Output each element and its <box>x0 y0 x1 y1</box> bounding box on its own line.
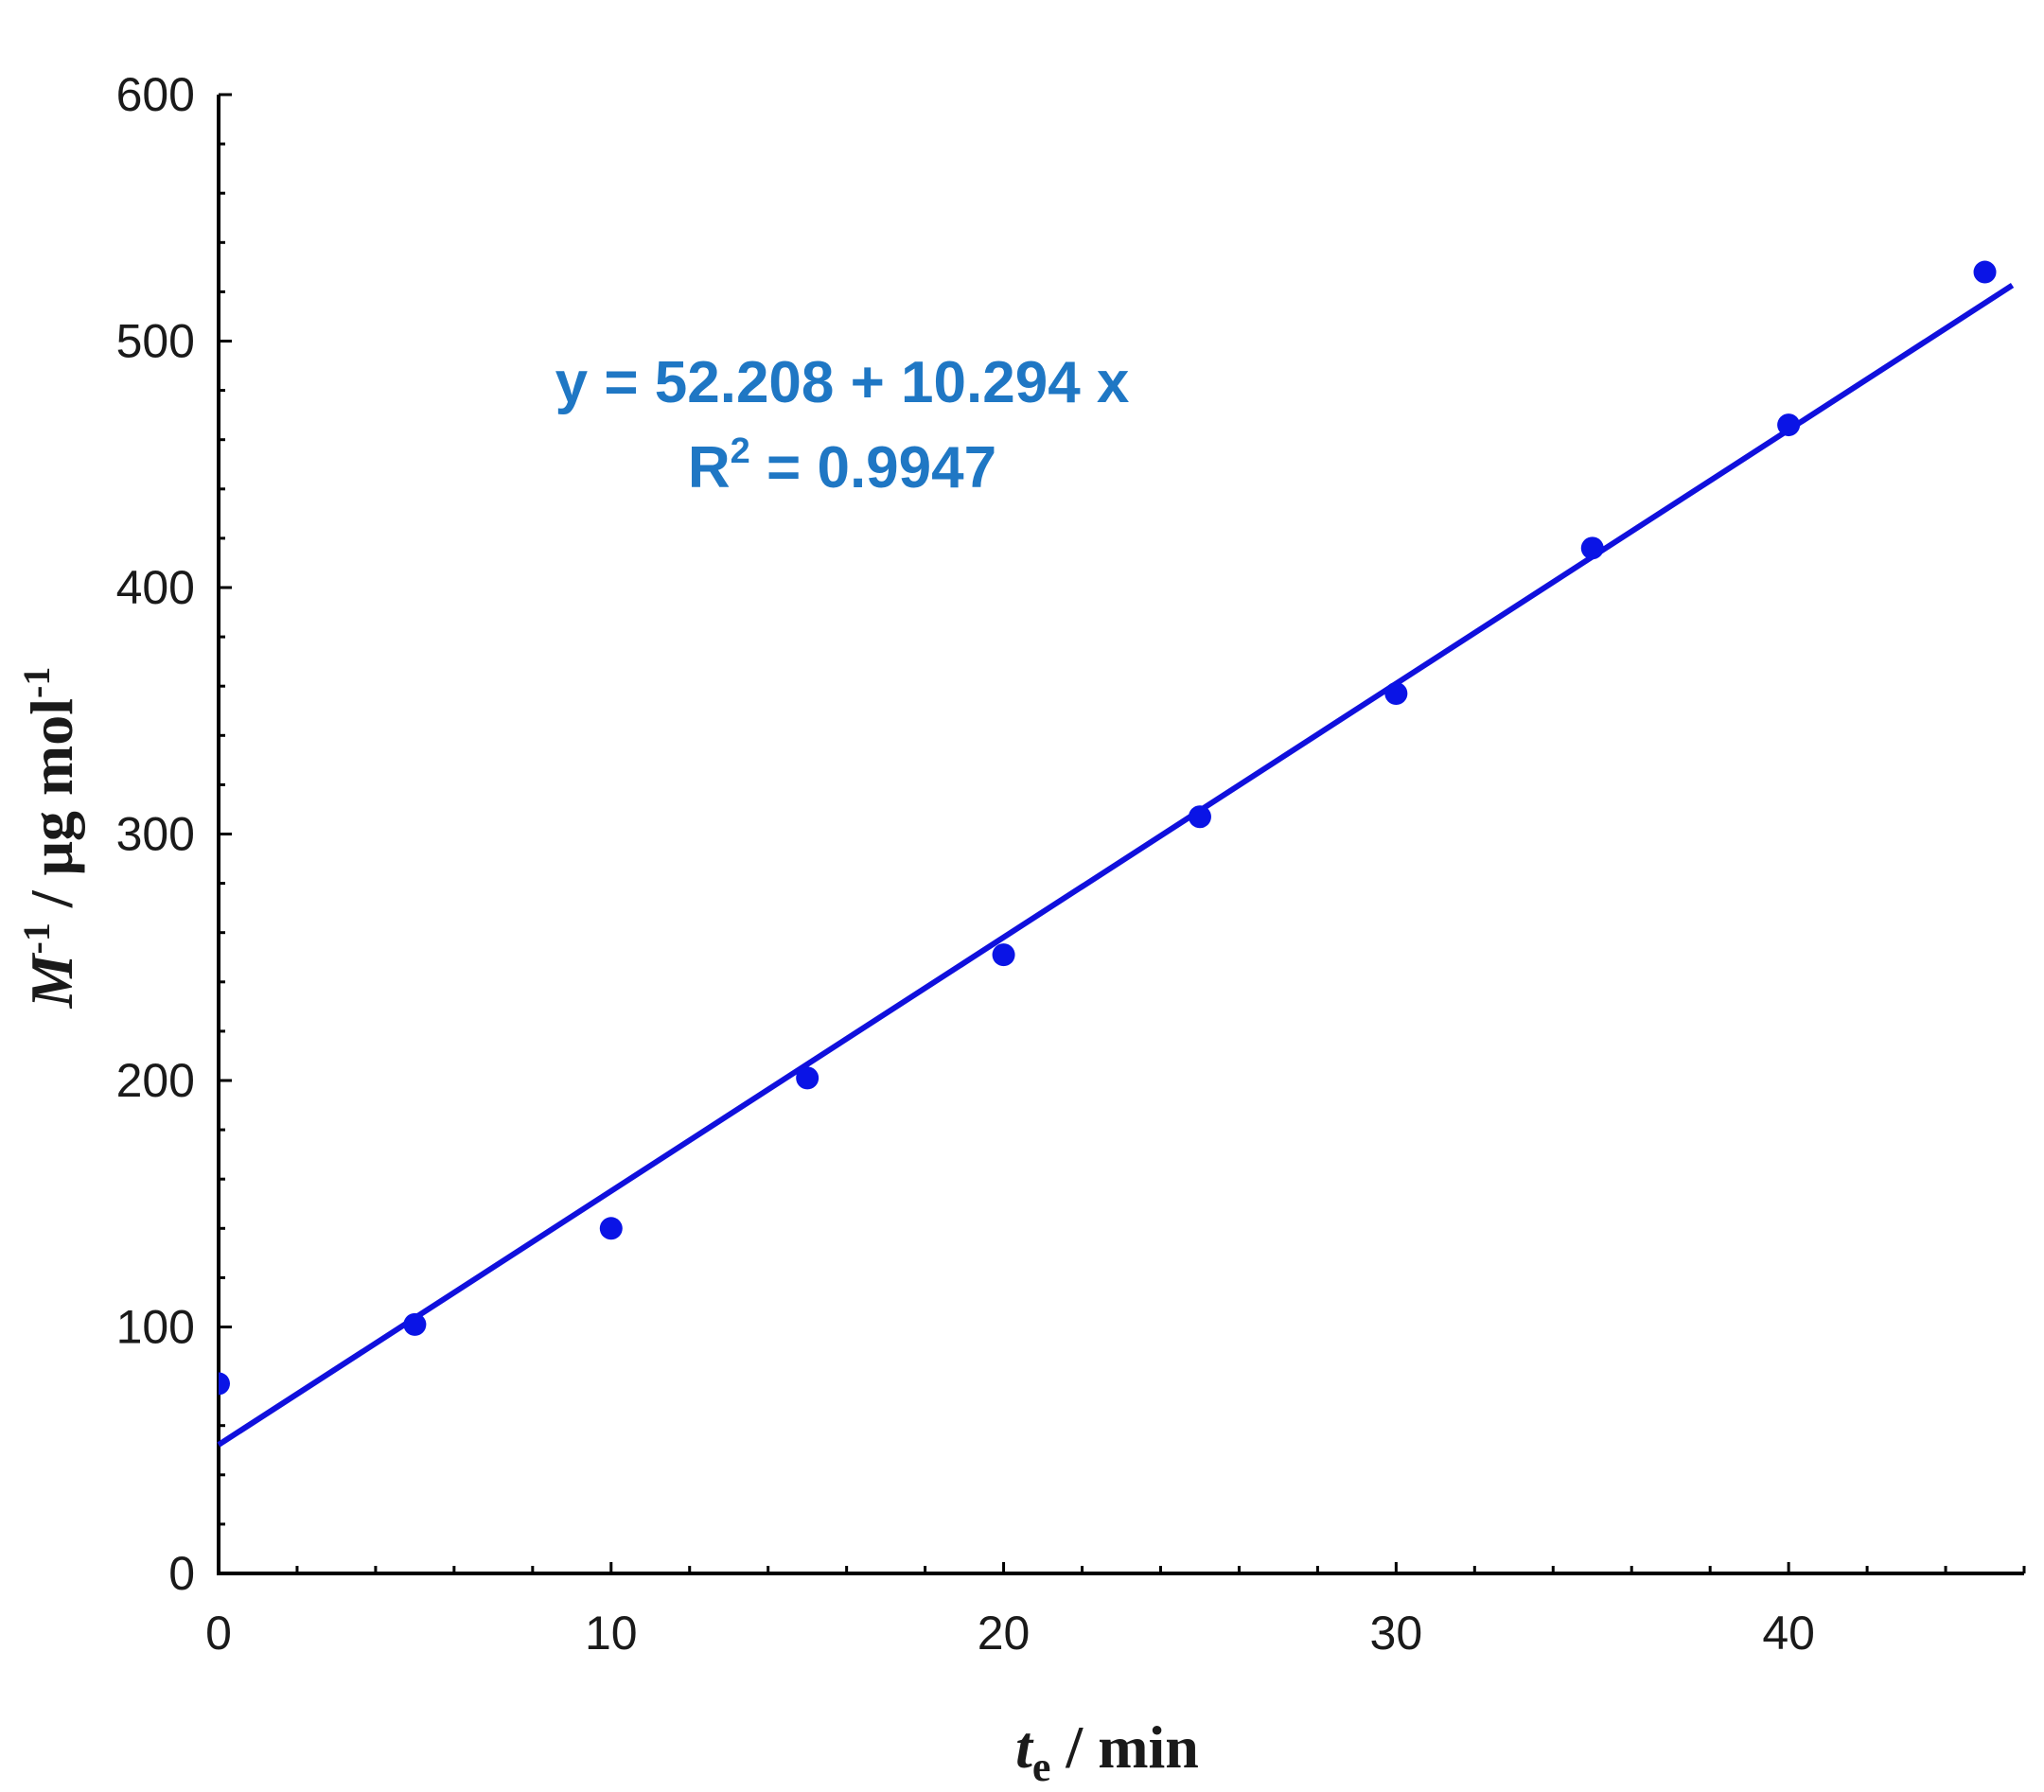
data-point <box>1777 413 1801 437</box>
x-axis-title-subscript: e <box>1032 1744 1051 1790</box>
trendline-group <box>217 282 2015 1448</box>
x-axis-title-main: t <box>1015 1713 1034 1781</box>
x-tick-label: 40 <box>1762 1607 1815 1660</box>
y-tick-label: 400 <box>116 561 195 614</box>
equation-label: y = 52.208 + 10.294 x <box>555 350 1130 415</box>
r-squared-prefix: R <box>688 435 731 501</box>
data-point <box>599 1217 623 1240</box>
data-point <box>219 1372 230 1396</box>
data-point <box>1580 536 1604 560</box>
y-axis-title-unit-superscript: -1 <box>15 667 58 698</box>
data-point <box>796 1066 819 1090</box>
data-points <box>219 260 1997 1396</box>
data-point <box>1384 682 1408 706</box>
x-axis-title: te / min <box>1015 1713 1199 1790</box>
r-squared-value: = 0.9947 <box>750 435 996 501</box>
x-axis-ticks: 0 10 20 30 40 <box>205 1562 2026 1660</box>
y-tick-label: 100 <box>116 1301 195 1354</box>
x-tick-label: 20 <box>978 1607 1031 1660</box>
trendline <box>217 282 2015 1448</box>
data-point <box>403 1312 427 1336</box>
y-axis-title-unit: / μg mol <box>18 698 85 922</box>
y-axis-title-superscript: -1 <box>15 922 58 954</box>
axes <box>217 95 2024 1575</box>
r-squared-label: R2 = 0.9947 <box>688 431 996 501</box>
x-tick-label: 10 <box>585 1607 638 1660</box>
y-tick-label: 0 <box>168 1547 195 1600</box>
x-tick-label: 0 <box>205 1607 232 1660</box>
data-point <box>1973 260 1997 284</box>
x-axis-title-unit: / min <box>1050 1713 1198 1781</box>
y-axis-title: M-1 / μg mol-1 <box>15 667 85 1010</box>
y-axis-title-main: M <box>18 952 85 1009</box>
data-point <box>1188 805 1211 829</box>
y-axis-ticks: 0 100 200 300 400 500 600 <box>116 68 232 1600</box>
y-tick-label: 300 <box>116 808 195 861</box>
y-tick-label: 200 <box>116 1054 195 1107</box>
x-tick-label: 30 <box>1370 1607 1423 1660</box>
r-squared-superscript: 2 <box>731 431 750 471</box>
y-tick-label: 500 <box>116 315 195 368</box>
data-point <box>992 943 1015 967</box>
y-tick-label: 600 <box>116 68 195 121</box>
